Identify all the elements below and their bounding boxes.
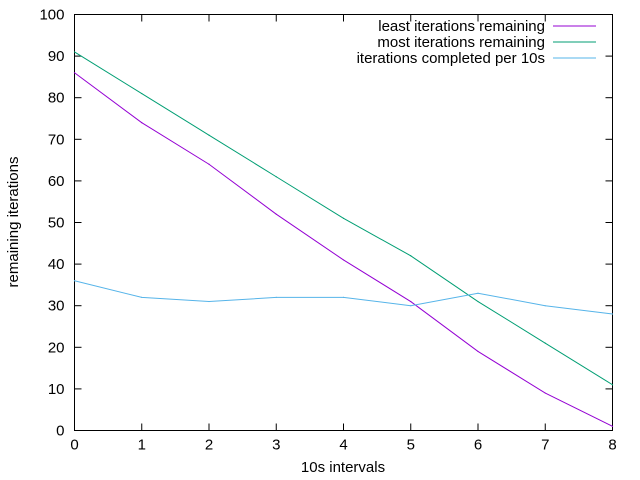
data-point (73, 280, 76, 282)
data-point (611, 313, 614, 315)
y-tick-label: 50 (48, 215, 65, 232)
series-line-1 (74, 72, 613, 427)
legend-label-3: iterations completed per 10s (357, 50, 545, 67)
x-tick-label: 0 (70, 437, 78, 454)
y-tick-label: 90 (48, 48, 65, 65)
legend-label-1: least iterations remaining (378, 18, 545, 35)
data-point (611, 425, 614, 427)
y-tick-label: 10 (48, 381, 65, 398)
data-point (73, 72, 76, 74)
data-point (275, 176, 277, 178)
data-point (477, 350, 479, 353)
x-tick-label: 1 (138, 437, 146, 454)
data-point (544, 342, 546, 344)
data-point (342, 217, 345, 219)
series-layer (73, 51, 614, 427)
data-point (208, 134, 210, 136)
data-point (208, 300, 210, 303)
y-tick-label: 0 (56, 423, 64, 440)
data-point (544, 392, 546, 394)
y-tick-label: 60 (48, 173, 65, 190)
data-point (477, 300, 479, 303)
x-tick-label: 3 (272, 437, 280, 454)
plot-frame (74, 14, 613, 431)
x-tick-label: 7 (541, 437, 549, 454)
data-point (342, 296, 345, 298)
data-point (544, 305, 546, 307)
data-point (208, 163, 210, 165)
y-tick-label: 20 (48, 339, 65, 356)
data-point (410, 305, 412, 307)
data-point (141, 122, 143, 124)
y-tick-label: 100 (39, 7, 64, 24)
x-tick-label: 6 (474, 437, 482, 454)
y-tick-label: 40 (48, 256, 65, 273)
y-axis-label: remaining iterations (5, 157, 22, 288)
data-point (410, 255, 412, 257)
data-point (611, 384, 614, 386)
y-tick-label: 30 (48, 298, 65, 315)
data-point (141, 296, 143, 298)
data-point (342, 259, 345, 261)
data-point (73, 51, 76, 53)
data-point (275, 213, 277, 215)
x-tick-label: 5 (407, 437, 415, 454)
data-point (275, 296, 277, 298)
data-point (410, 300, 412, 303)
y-tick-label: 70 (48, 131, 65, 148)
x-axis-label: 10s intervals (301, 459, 385, 476)
x-tick-label: 8 (608, 437, 616, 454)
data-point (477, 292, 479, 294)
data-point (141, 92, 143, 95)
legend-label-2: most iterations remaining (377, 34, 545, 51)
y-tick-label: 80 (48, 90, 65, 107)
x-tick-label: 2 (205, 437, 213, 454)
x-tick-label: 4 (339, 437, 347, 454)
